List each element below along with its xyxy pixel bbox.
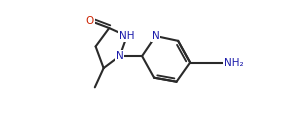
Text: N: N bbox=[116, 51, 124, 61]
Text: NH₂: NH₂ bbox=[224, 58, 243, 68]
Text: NH: NH bbox=[119, 31, 135, 41]
Text: O: O bbox=[86, 16, 94, 26]
Text: N: N bbox=[152, 31, 160, 41]
